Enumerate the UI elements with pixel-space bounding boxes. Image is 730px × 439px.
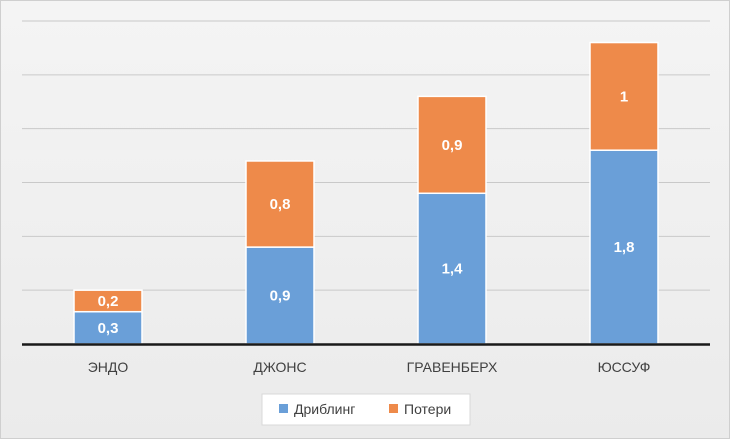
- legend-swatch-losses: [389, 404, 398, 413]
- data-label-dribbling: 0,3: [98, 320, 119, 337]
- data-label-losses: 0,8: [270, 196, 291, 213]
- bar-losses: [73, 289, 143, 313]
- data-label-losses: 1: [620, 88, 628, 105]
- category-label: ЮССУФ: [598, 359, 651, 375]
- legend-swatch-dribbling: [279, 404, 288, 413]
- bar-losses: [589, 41, 659, 151]
- legend: Дриблинг Потери: [261, 393, 471, 426]
- data-label-losses: 0,2: [98, 293, 119, 310]
- category-label: ДЖОНС: [253, 359, 306, 375]
- bar-losses: [417, 95, 487, 195]
- category-labels: ЭНДО ДЖОНС ГРАВЕНБЕРХ ЮССУФ: [88, 359, 651, 375]
- data-label-losses: 0,9: [442, 137, 463, 154]
- data-label-dribbling: 0,9: [270, 288, 291, 305]
- category-label: ГРАВЕНБЕРХ: [407, 359, 498, 375]
- data-label-dribbling: 1,8: [614, 239, 635, 256]
- legend-label-losses: Потери: [404, 401, 451, 417]
- bar-dribbling: [73, 310, 143, 345]
- bars: 0,3 0,2 0,9 0,8 1,4 0,9 1,8 1: [73, 41, 659, 345]
- bar-losses: [245, 160, 315, 248]
- category-label: ЭНДО: [88, 359, 129, 375]
- legend-label-dribbling: Дриблинг: [294, 401, 355, 417]
- legend-frame: [261, 393, 471, 426]
- data-label-dribbling: 1,4: [442, 261, 464, 278]
